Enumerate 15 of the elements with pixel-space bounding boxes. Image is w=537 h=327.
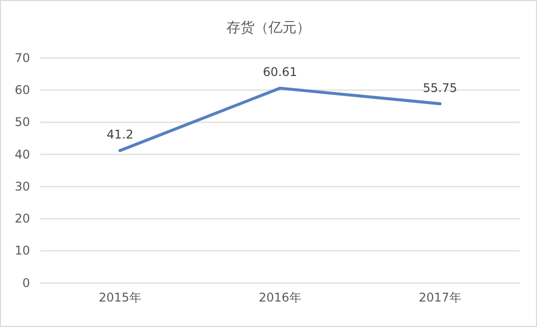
y-tick-label: 50	[14, 115, 30, 130]
x-tick-label: 2017年	[418, 290, 462, 305]
y-tick-label: 70	[14, 50, 30, 65]
data-label: 55.75	[422, 80, 458, 95]
data-label: 60.61	[262, 65, 298, 80]
x-tick-label: 2015年	[98, 290, 142, 305]
data-label: 41.2	[106, 128, 134, 142]
y-tick-label: 30	[14, 179, 30, 194]
chart-title: 存货（亿元）	[226, 20, 310, 36]
y-tick-label: 60	[14, 82, 30, 97]
y-tick-label: 10	[14, 244, 30, 258]
y-tick-label: 0	[22, 276, 30, 290]
y-tick-label: 40	[14, 147, 30, 162]
x-tick-label: 2016年	[258, 290, 302, 305]
y-tick-label: 20	[14, 212, 30, 226]
